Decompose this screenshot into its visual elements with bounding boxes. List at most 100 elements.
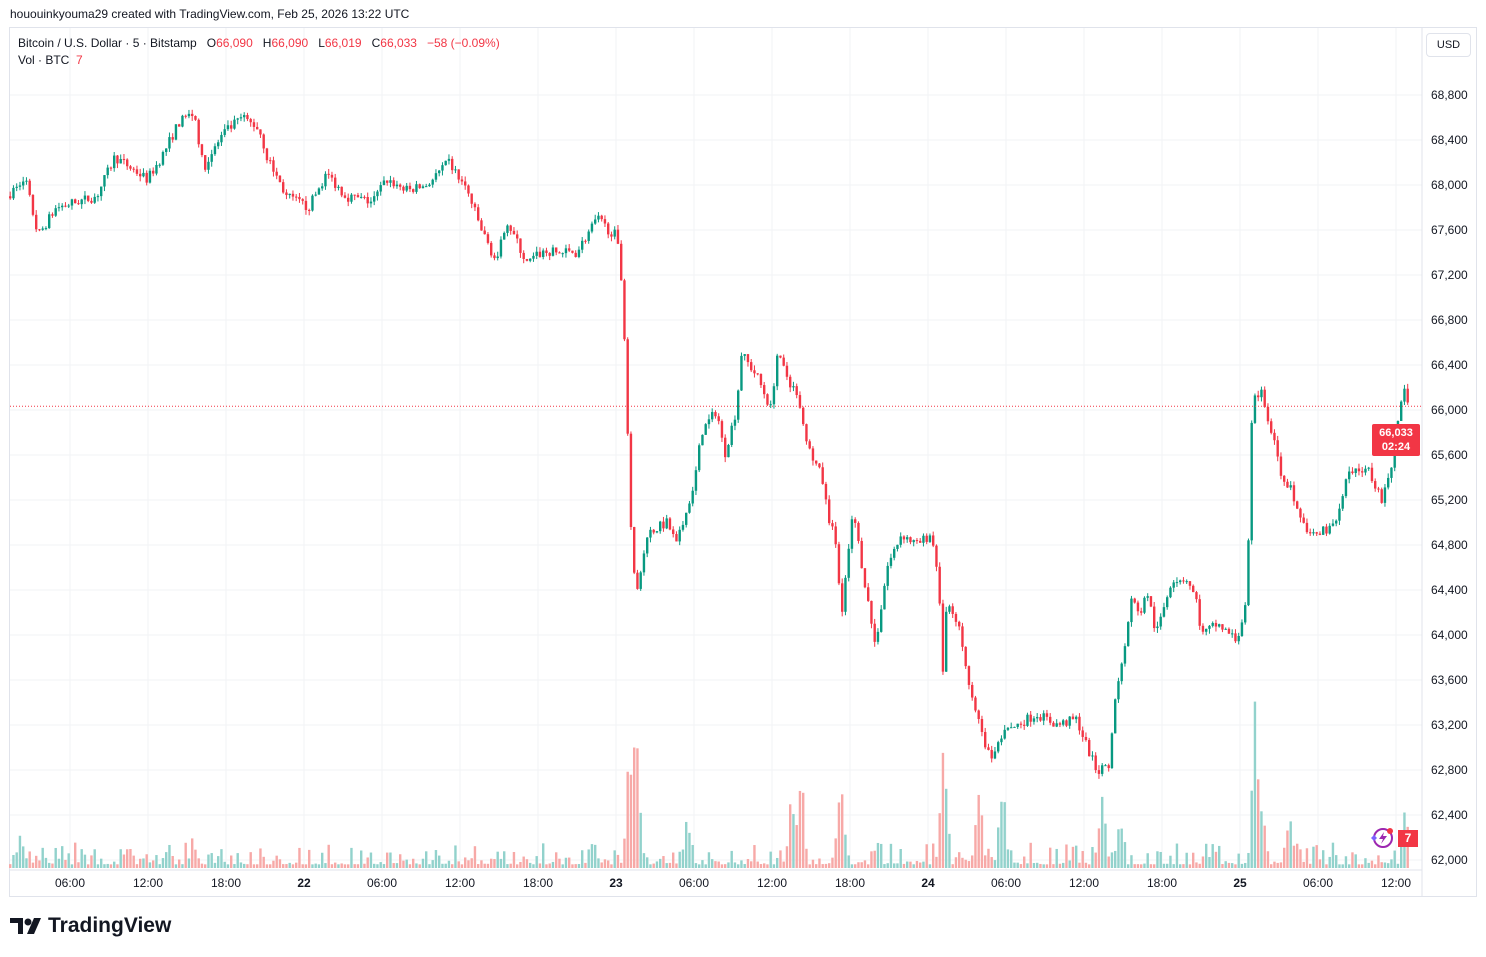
volume-bar	[48, 862, 51, 868]
volume-bar	[493, 859, 496, 868]
candle-body	[655, 531, 659, 533]
candle-body	[512, 230, 516, 235]
candle-body	[1052, 722, 1055, 727]
candle-body	[87, 195, 90, 201]
volume-bar	[1273, 861, 1276, 868]
volume-bar	[889, 843, 893, 868]
candle-body	[1091, 755, 1094, 757]
candle-body	[873, 623, 876, 642]
candle-body	[746, 354, 750, 363]
symbol-name[interactable]: Bitcoin / U.S. Dollar · 5 · Bitstamp	[18, 36, 197, 50]
candle-body	[1146, 596, 1149, 598]
candle-body	[1357, 468, 1361, 472]
x-tick-label: 12:00	[1381, 876, 1411, 890]
volume-bar	[847, 855, 850, 868]
volume-bar	[1179, 864, 1182, 868]
volume-bar	[67, 853, 70, 868]
volume-bar	[701, 860, 704, 868]
candle-body	[467, 185, 470, 194]
volume-bar	[928, 864, 932, 868]
tradingview-logo[interactable]: TradingView	[10, 914, 171, 938]
volume-bar	[181, 864, 184, 868]
volume-bar	[1029, 842, 1032, 868]
volume-bar	[1377, 855, 1380, 868]
volume-bar	[304, 864, 308, 868]
y-tick-label: 65,200	[1431, 493, 1468, 507]
volume-bar	[321, 852, 324, 868]
candle-body	[1260, 389, 1263, 398]
candle-body	[785, 365, 789, 377]
candle-body	[626, 339, 629, 434]
candle-body	[990, 749, 993, 759]
chart-frame	[9, 27, 1477, 897]
candle-body	[421, 186, 425, 189]
volume-bar	[256, 864, 259, 868]
volume-bar	[1247, 852, 1250, 868]
candle-body	[1237, 636, 1240, 642]
candle-body	[1390, 467, 1393, 478]
candle-body	[808, 441, 811, 449]
volume-bar	[1127, 864, 1130, 868]
volume-bar	[1309, 863, 1312, 868]
volume-bar	[311, 864, 314, 868]
volume-bar	[1101, 796, 1104, 868]
volume-bar	[668, 862, 672, 868]
candle-body	[967, 666, 971, 685]
candle-body	[386, 180, 389, 183]
volume-bar	[568, 857, 571, 868]
volume-bar	[681, 849, 685, 868]
candle-body	[750, 362, 753, 371]
volume-bar	[1312, 846, 1315, 868]
volume-bar	[460, 864, 464, 868]
volume-bar	[158, 864, 161, 868]
candle-body	[857, 522, 860, 541]
volume-bar	[1266, 851, 1270, 868]
candle-body	[860, 540, 863, 569]
volume-bar	[971, 855, 974, 868]
candle-body	[152, 170, 155, 174]
candle-body	[737, 390, 740, 420]
volume-bar	[1214, 851, 1218, 868]
candle-body	[1195, 592, 1198, 600]
volume-bar	[1257, 779, 1260, 868]
volume-bar	[395, 863, 399, 868]
volume-bar	[1123, 842, 1127, 868]
volume-bar	[1166, 863, 1169, 868]
candle-body	[675, 534, 678, 542]
candle-body	[613, 229, 616, 237]
symbol-legend: Bitcoin / U.S. Dollar · 5 · Bitstamp O66…	[18, 35, 500, 69]
lightning-icon[interactable]	[1370, 826, 1396, 850]
volume-bar	[233, 864, 236, 868]
candle-body	[64, 205, 67, 207]
volume-bar	[1143, 863, 1146, 868]
candle-body	[616, 229, 620, 244]
volume-bar	[990, 857, 993, 868]
candle-body	[1289, 485, 1292, 488]
candle-body	[1211, 622, 1214, 626]
candle-body	[564, 248, 568, 254]
candle-body	[38, 229, 41, 231]
volume-bar	[1182, 864, 1185, 868]
candle-body	[41, 228, 44, 230]
candle-body	[327, 173, 330, 175]
candle-body	[1062, 720, 1065, 725]
candle-body	[1257, 395, 1260, 398]
volume-bar	[353, 864, 356, 868]
volume-bar	[1296, 843, 1299, 868]
candle-body	[1351, 471, 1354, 474]
candle-body	[603, 219, 607, 224]
volume-bar	[1406, 826, 1409, 868]
candle-body	[126, 159, 129, 167]
volume-bar	[1380, 862, 1383, 868]
volume-bar	[1325, 864, 1328, 868]
volume-label[interactable]: Vol · BTC	[18, 53, 70, 67]
candle-body	[67, 205, 70, 207]
volume-bar	[616, 854, 620, 868]
candle-body	[519, 238, 522, 253]
volume-bar	[782, 861, 785, 868]
volume-bar	[548, 863, 551, 868]
currency-button[interactable]: USD	[1426, 33, 1471, 57]
candle-body	[1338, 508, 1341, 521]
volume-bar	[935, 856, 938, 868]
